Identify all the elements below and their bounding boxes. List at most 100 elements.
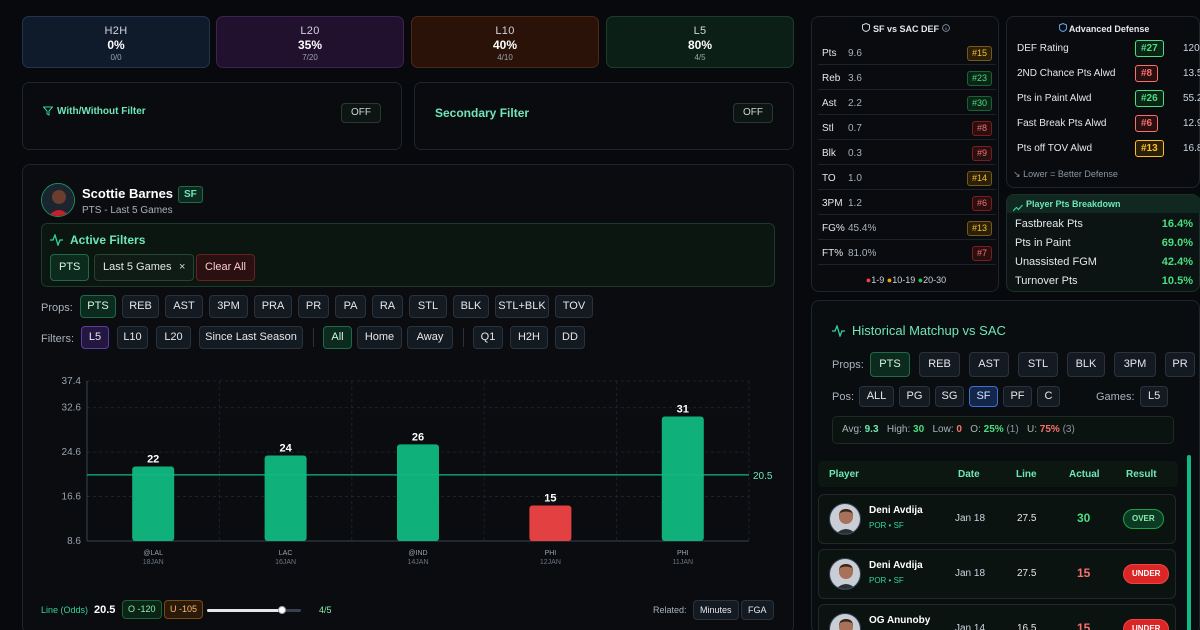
related-minutes[interactable]: Minutes — [693, 600, 739, 620]
def-row-fg-pct: FG% 45.4% #13 — [818, 218, 996, 240]
adv-stat-value: 16.8 — [1183, 143, 1200, 154]
y-tick-label: 37.4 — [62, 376, 82, 387]
range-l5[interactable]: L5 — [81, 326, 109, 349]
player-panel: Scottie Barnes SF PTS - Last 5 Games Act… — [22, 164, 794, 630]
hist-pos-all[interactable]: ALL — [859, 386, 894, 407]
hist-games-select[interactable]: L5 — [1140, 386, 1169, 407]
stat-percent: 40% — [492, 38, 518, 52]
stat-card-h2h[interactable]: H2H 0% 0/0 — [22, 16, 210, 68]
def-stat-value: 9.6 — [848, 48, 862, 59]
scrollbar-thumb[interactable] — [1187, 455, 1191, 630]
extra-filter-q1[interactable]: Q1 — [473, 326, 503, 349]
stat-fraction: 4/5 — [694, 53, 706, 62]
col-actual: Actual — [1069, 469, 1100, 480]
legend-yellow-dot: ● — [886, 275, 893, 285]
range-l20[interactable]: L20 — [156, 326, 191, 349]
line-slider-handle[interactable] — [278, 606, 287, 614]
stat-label: H2H — [104, 25, 128, 37]
hist-player-name: Deni Avdija — [869, 505, 923, 516]
def-rank-badge: #9 — [971, 146, 992, 161]
prop-blk[interactable]: BLK — [453, 295, 489, 318]
high-value: 30 — [913, 424, 925, 435]
under-pct: 75% — [1039, 424, 1060, 435]
under-odds[interactable]: U -105 — [164, 600, 204, 619]
hist-pos-label: Pos: — [832, 391, 855, 403]
def-rank-badge: #14 — [966, 171, 992, 186]
def-panel-title: SF vs SAC DEF — [872, 24, 939, 34]
prop-pra[interactable]: PRA — [254, 295, 292, 318]
range-since-last-season[interactable]: Since Last Season — [199, 326, 303, 349]
hist-table-row[interactable]: Deni Avdija POR • SF Jan 18 27.5 30 OVER — [818, 494, 1176, 544]
over-odds[interactable]: O -120 — [122, 600, 162, 619]
extra-filter-h2h[interactable]: H2H — [510, 326, 548, 349]
player-avatar — [829, 503, 861, 535]
adv-rank-badge: #13 — [1135, 140, 1164, 157]
hist-prop-3pm[interactable]: 3PM — [1114, 352, 1156, 377]
hist-prop-ast[interactable]: AST — [969, 352, 1009, 377]
adv-stat-name: Pts off TOV Alwd — [1017, 143, 1093, 154]
prop-pa[interactable]: PA — [335, 295, 366, 318]
hist-prop-pr[interactable]: PR — [1165, 352, 1195, 377]
filter-funnel-icon — [42, 106, 54, 119]
prop-reb[interactable]: REB — [122, 295, 159, 318]
hist-table-row[interactable]: Deni Avdija POR • SF Jan 18 27.5 15 UNDER — [818, 549, 1176, 599]
hist-pos-c[interactable]: C — [1037, 386, 1060, 407]
remove-filter-icon[interactable]: × — [179, 261, 186, 273]
hist-prop-blk[interactable]: BLK — [1067, 352, 1105, 377]
filter-divider — [463, 328, 464, 347]
bar-value-label: 26 — [412, 431, 424, 443]
under-count: (3) — [1062, 424, 1075, 435]
prop-stl[interactable]: STL — [409, 295, 447, 318]
stat-card-l20[interactable]: L20 35% 7/20 — [216, 16, 404, 68]
hist-prop-stl[interactable]: STL — [1018, 352, 1058, 377]
bar-3 — [529, 505, 572, 541]
hist-prop-reb[interactable]: REB — [919, 352, 960, 377]
hist-pos-sf[interactable]: SF — [969, 386, 998, 407]
hist-prop-pts[interactable]: PTS — [870, 352, 910, 377]
hist-pos-pg[interactable]: PG — [899, 386, 930, 407]
related-fga[interactable]: FGA — [741, 600, 774, 620]
active-filters-box: Active Filters PTS Last 5 Games × Clear … — [41, 223, 775, 287]
hist-player-team: POR • SF — [869, 521, 904, 530]
prop-pts[interactable]: PTS — [80, 295, 116, 318]
adv-rank-badge: #26 — [1135, 90, 1164, 107]
prop-ra[interactable]: RA — [372, 295, 403, 318]
prop-tov[interactable]: TOV — [555, 295, 593, 318]
pts-breakdown-panel: Player Pts Breakdown Fastbreak Pts 16.4% P… — [1006, 194, 1200, 292]
hist-pos-sg[interactable]: SG — [935, 386, 964, 407]
active-filter-pts[interactable]: PTS — [50, 254, 90, 281]
secondary-filter-toggle[interactable]: OFF — [733, 103, 773, 123]
venue-home[interactable]: Home — [357, 326, 402, 349]
venue-away[interactable]: Away — [407, 326, 453, 349]
prop-ast[interactable]: AST — [165, 295, 203, 318]
col-player: Player — [829, 469, 860, 480]
active-filter-last5[interactable]: Last 5 Games × — [94, 254, 195, 281]
secondary-filter-box[interactable]: Secondary Filter OFF — [414, 82, 794, 150]
x-date-label: 12JAN — [540, 559, 561, 566]
extra-filter-dd[interactable]: DD — [555, 326, 585, 349]
def-stat-value: 0.7 — [848, 123, 862, 134]
range-l10[interactable]: L10 — [117, 326, 148, 349]
info-icon[interactable] — [941, 24, 950, 34]
def-stat-value: 81.0% — [848, 248, 877, 259]
clear-all-button[interactable]: Clear All — [196, 254, 255, 281]
pts-breakdown-title: Player Pts Breakdown — [1026, 199, 1121, 209]
hist-date: Jan 14 — [955, 623, 986, 630]
def-row-ast: Ast 2.2 #30 — [818, 93, 996, 115]
line-slider[interactable] — [207, 606, 301, 614]
prop-3pm[interactable]: 3PM — [209, 295, 248, 318]
with-without-filter-label: With/Without Filter — [57, 106, 146, 117]
prop-stl-blk[interactable]: STL+BLK — [495, 295, 549, 318]
active-filter-last5-label: Last 5 Games — [103, 261, 172, 273]
stat-card-l10[interactable]: L10 40% 4/10 — [411, 16, 599, 68]
with-without-filter-box[interactable]: With/Without Filter OFF — [22, 82, 402, 150]
prop-pr[interactable]: PR — [298, 295, 329, 318]
with-without-toggle[interactable]: OFF — [341, 103, 381, 123]
venue-all[interactable]: All — [323, 326, 352, 349]
high-label: High: — [886, 424, 911, 435]
legend-green-label: 20-30 — [923, 275, 947, 285]
hist-pos-pf[interactable]: PF — [1003, 386, 1032, 407]
stat-card-l5[interactable]: L5 80% 4/5 — [606, 16, 794, 68]
stat-label: L20 — [300, 25, 320, 37]
